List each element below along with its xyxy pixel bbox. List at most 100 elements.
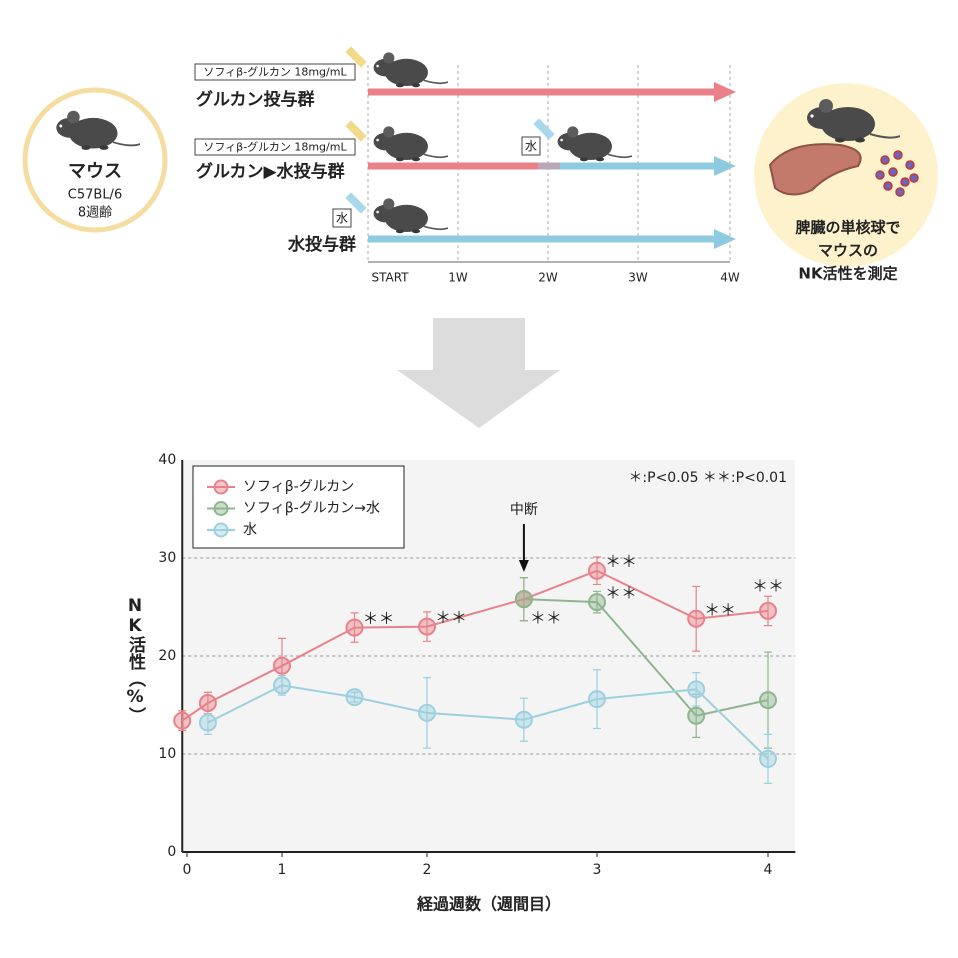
series-line — [207, 684, 769, 760]
error-bar — [764, 733, 772, 784]
data-point — [418, 703, 436, 722]
y-tick-label: 30 — [158, 550, 176, 566]
error-bar — [692, 585, 701, 652]
data-point — [514, 590, 533, 609]
legend-label: ソフィβ-グルカン — [243, 479, 354, 495]
data-point — [588, 690, 606, 709]
dose-box — [194, 138, 356, 156]
significance-label: ＊＊ — [605, 584, 637, 603]
legend-marker — [213, 479, 229, 495]
legend-label: ソフィβ-グルカン→水 — [243, 501, 380, 517]
pipette — [533, 118, 555, 140]
chart: 0 10 20 30 40 0 1 2 3 4 中断 ＊＊ ＊＊ ＊＊ ＊＊ ＊＊ ＊＊ ＊＊ ソフィβ-グルカンソ… — [158, 452, 796, 878]
mouse-strain: C57BL/6 — [68, 188, 122, 203]
error-bar — [764, 595, 772, 627]
significance-note: ＊:P<0.05 ＊＊:P<0.01 — [628, 470, 787, 486]
timeline-label: 4W — [720, 271, 740, 285]
significance-label: ＊＊ — [605, 552, 637, 571]
arrow-head — [714, 156, 736, 176]
data-point — [173, 711, 192, 730]
x-tick-label: 2 — [423, 862, 432, 878]
significance-label: ＊＊ — [435, 608, 467, 627]
timeline-label: 2W — [538, 271, 558, 285]
y-tick-label: 20 — [158, 648, 176, 664]
spleen — [768, 143, 862, 196]
x-tick-label: 1 — [278, 862, 287, 878]
switch-label: 水 — [525, 139, 537, 153]
group-dose: 水 — [336, 211, 348, 225]
group-arrow — [368, 162, 716, 170]
arrow-head — [714, 229, 736, 249]
data-point — [588, 561, 606, 580]
flow-arrow — [397, 318, 560, 428]
timeline-label: 3W — [628, 271, 648, 285]
pipette — [345, 120, 367, 142]
significance-label: ＊＊ — [530, 609, 562, 628]
data-point — [759, 749, 777, 768]
error-bar — [350, 612, 359, 643]
cells — [875, 150, 919, 197]
dose-box — [194, 63, 356, 81]
legend-box — [192, 465, 405, 549]
annotation-text: 中断 — [510, 502, 538, 518]
error-bar — [350, 691, 359, 703]
x-tick-label: 3 — [593, 862, 602, 878]
arrow-head — [714, 82, 736, 102]
x-tick-label: 4 — [764, 862, 773, 878]
y-tick-label: 40 — [158, 452, 176, 468]
result-text: 脾臓の単核球で — [795, 219, 900, 237]
error-bar — [593, 556, 601, 586]
pipette — [345, 192, 367, 214]
significance-label: ＊＊ — [362, 609, 394, 628]
y-tick-label: 0 — [167, 844, 176, 860]
x-axis-label: 経過週数（週間目） — [416, 895, 561, 914]
group-arrow-part — [560, 162, 716, 170]
legend-marker — [213, 522, 229, 538]
data-point — [198, 694, 217, 713]
error-bar — [593, 669, 601, 730]
legend-marker — [213, 501, 229, 516]
mouse-icon — [372, 197, 448, 234]
group-arrow-part — [368, 162, 538, 170]
error-bar — [423, 611, 431, 642]
y-axis-label: NK活性（%） — [125, 596, 146, 724]
result-circle — [754, 83, 938, 267]
data-point — [687, 609, 706, 628]
data-point — [345, 618, 364, 637]
legend-label: 水 — [243, 522, 257, 538]
result-text: マウスの — [818, 242, 878, 260]
group-name: グルカン▶水投与群 — [196, 161, 345, 182]
group-dose: ソフィβ-グルカン 18mg/mL — [203, 140, 347, 154]
data-point — [588, 593, 606, 612]
error-bar — [519, 697, 528, 742]
pipette — [345, 46, 367, 68]
mouse-icon — [372, 125, 448, 162]
mouse-icon — [556, 125, 632, 162]
switch-box — [521, 136, 541, 156]
timeline-label: 1W — [448, 271, 468, 285]
group-dose: ソフィβ-グルカン 18mg/mL — [203, 65, 347, 79]
timeline-label: START — [371, 271, 409, 285]
result-text: NK活性を測定 — [798, 265, 897, 283]
data-point — [687, 706, 706, 725]
error-bar — [278, 675, 286, 696]
dose-box — [332, 208, 352, 228]
annotation-arrowhead — [518, 560, 529, 572]
series-line — [523, 598, 769, 717]
data-point — [759, 691, 777, 710]
data-point — [759, 601, 777, 620]
data-point — [418, 617, 436, 636]
error-bar — [519, 577, 528, 622]
data-point — [273, 656, 291, 675]
error-bar — [423, 676, 431, 749]
error-bar — [178, 710, 187, 732]
data-point — [273, 676, 291, 695]
mouse-age: 8週齢 — [78, 206, 112, 221]
data-point — [198, 713, 217, 732]
data-point — [514, 710, 533, 729]
mouse-icon — [372, 51, 448, 88]
significance-label: ＊＊ — [752, 576, 784, 595]
error-bar — [692, 672, 701, 707]
